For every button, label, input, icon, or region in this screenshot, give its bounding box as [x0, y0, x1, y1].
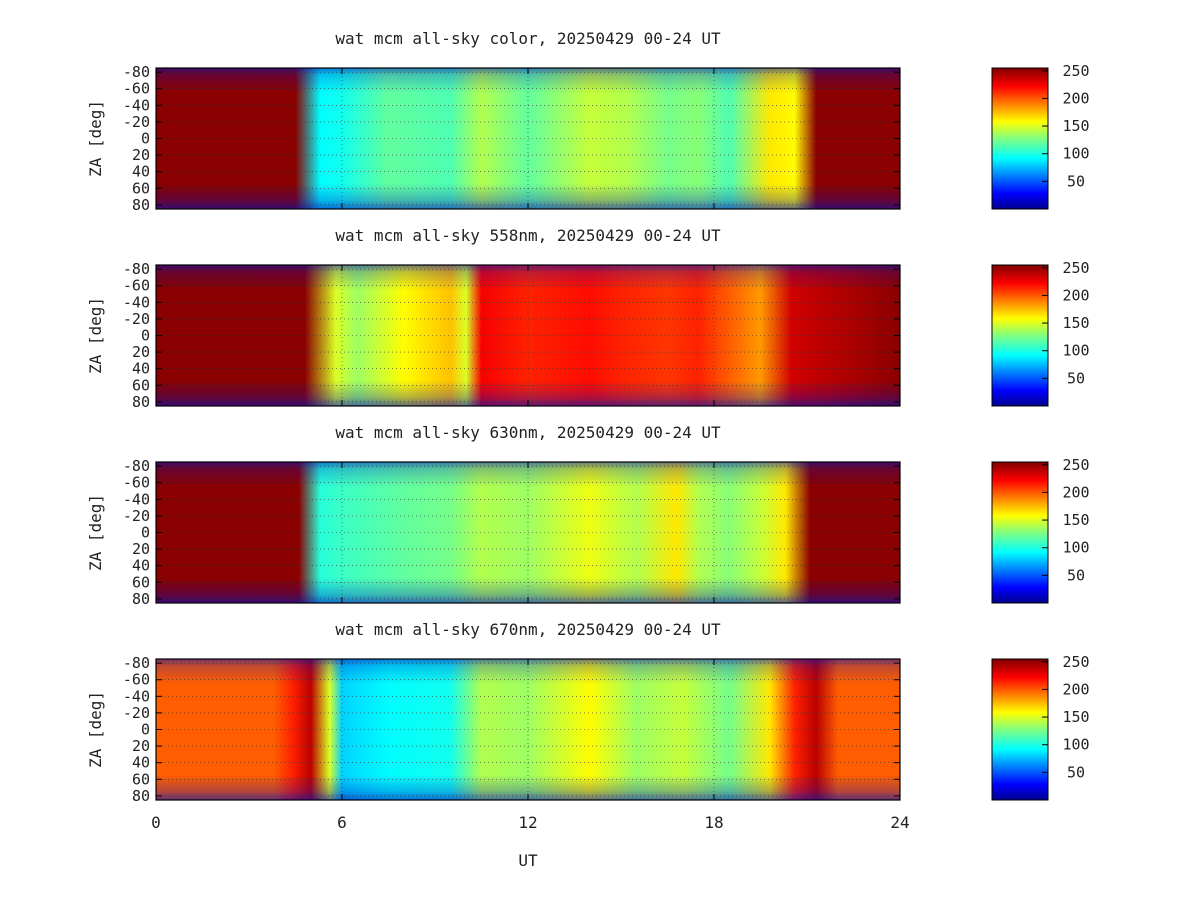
x-axis-label: UT: [518, 851, 538, 870]
x-tick-label: 24: [890, 813, 909, 832]
colorbar-tick-label: 250: [1062, 653, 1089, 671]
plot-frame: [155, 67, 901, 210]
plot-frame: [155, 658, 901, 801]
colorbar-tick-label: 150: [1062, 511, 1089, 529]
colorbar-tick-label: 250: [1062, 259, 1089, 277]
colorbar-tick-label: 250: [1062, 456, 1089, 474]
colorbar-tick-label: 50: [1067, 172, 1085, 190]
heatmap-panel-2: wat mcm all-sky 558nm, 20250429 00-24 UT…: [86, 226, 1090, 411]
plot-frame: [155, 264, 901, 407]
y-tick-label: 40: [132, 163, 150, 181]
y-axis-label: ZA [deg]: [86, 297, 105, 374]
colorbar-tick-label: 100: [1062, 145, 1089, 163]
y-tick-label: -20: [123, 113, 150, 131]
y-tick-label: -60: [123, 671, 150, 689]
y-tick-label: -20: [123, 704, 150, 722]
x-tick-label: 0: [151, 813, 161, 832]
y-tick-label: -80: [123, 654, 150, 672]
y-tick-label: 80: [132, 787, 150, 805]
colorbar-tick-label: 100: [1062, 736, 1089, 754]
y-tick-label: -80: [123, 260, 150, 278]
colorbar-tick-label: 150: [1062, 117, 1089, 135]
colorbar-tick-label: 150: [1062, 708, 1089, 726]
y-axis-label: ZA [deg]: [86, 494, 105, 571]
y-tick-label: -40: [123, 490, 150, 508]
y-tick-label: 60: [132, 573, 150, 591]
y-tick-label: 80: [132, 590, 150, 608]
colorbar-tick-label: 100: [1062, 342, 1089, 360]
y-tick-label: -40: [123, 293, 150, 311]
y-tick-label: -40: [123, 96, 150, 114]
colorbar-tick-label: 200: [1062, 483, 1089, 501]
y-tick-label: -80: [123, 63, 150, 81]
y-tick-label: 60: [132, 179, 150, 197]
y-tick-label: -20: [123, 507, 150, 525]
y-tick-label: 0: [141, 327, 150, 345]
x-tick-label: 18: [704, 813, 723, 832]
y-axis-label: ZA [deg]: [86, 100, 105, 177]
panel-title: wat mcm all-sky 670nm, 20250429 00-24 UT: [335, 620, 721, 639]
y-tick-label: 20: [132, 540, 150, 558]
colorbar-tick-label: 200: [1062, 89, 1089, 107]
panel-title: wat mcm all-sky 558nm, 20250429 00-24 UT: [335, 226, 721, 245]
colorbar: [991, 658, 1049, 801]
y-tick-label: 40: [132, 557, 150, 575]
y-tick-label: -40: [123, 687, 150, 705]
colorbar: [991, 264, 1049, 407]
y-tick-label: -60: [123, 277, 150, 295]
y-tick-label: 20: [132, 146, 150, 164]
y-tick-label: 20: [132, 737, 150, 755]
y-tick-label: -60: [123, 474, 150, 492]
panel-title: wat mcm all-sky color, 20250429 00-24 UT: [335, 29, 721, 48]
heatmap-panel-1: wat mcm all-sky color, 20250429 00-24 UT…: [86, 29, 1090, 214]
colorbar: [991, 461, 1049, 604]
colorbar-tick-label: 50: [1067, 566, 1085, 584]
y-tick-label: 0: [141, 721, 150, 739]
heatmap-panel-3: wat mcm all-sky 630nm, 20250429 00-24 UT…: [86, 423, 1090, 608]
heatmap-panel-4: wat mcm all-sky 670nm, 20250429 00-24 UT…: [86, 620, 1090, 832]
y-tick-label: 80: [132, 196, 150, 214]
colorbar: [991, 67, 1049, 210]
y-tick-label: 60: [132, 770, 150, 788]
y-tick-label: 20: [132, 343, 150, 361]
y-tick-label: 0: [141, 130, 150, 148]
y-tick-label: -20: [123, 310, 150, 328]
colorbar-tick-label: 200: [1062, 286, 1089, 304]
y-tick-label: 0: [141, 524, 150, 542]
y-tick-label: -80: [123, 457, 150, 475]
panel-title: wat mcm all-sky 630nm, 20250429 00-24 UT: [335, 423, 721, 442]
plot-frame: [155, 461, 901, 604]
y-tick-label: 80: [132, 393, 150, 411]
y-tick-label: -60: [123, 80, 150, 98]
colorbar-tick-label: 200: [1062, 680, 1089, 698]
x-tick-label: 6: [337, 813, 347, 832]
colorbar-tick-label: 150: [1062, 314, 1089, 332]
colorbar-tick-label: 250: [1062, 62, 1089, 80]
y-tick-label: 40: [132, 754, 150, 772]
colorbar-tick-label: 50: [1067, 763, 1085, 781]
y-tick-label: 60: [132, 376, 150, 394]
y-axis-label: ZA [deg]: [86, 691, 105, 768]
y-tick-label: 40: [132, 360, 150, 378]
x-tick-label: 12: [518, 813, 537, 832]
colorbar-tick-label: 100: [1062, 539, 1089, 557]
colorbar-tick-label: 50: [1067, 369, 1085, 387]
